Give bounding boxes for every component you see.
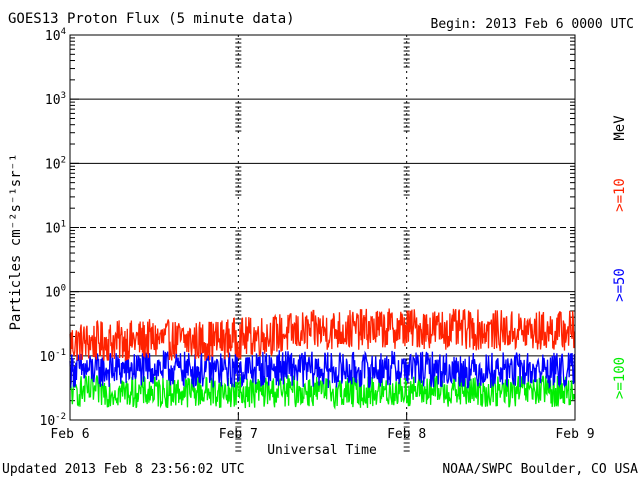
begin-label: Begin: 2013 Feb 6 0000 UTC [431, 17, 635, 32]
x-axis-label: Universal Time [267, 443, 377, 458]
legend-series-ge100: >=100 [612, 357, 628, 399]
series-line-ge50 [69, 350, 576, 390]
y-tick-label: 10-2 [40, 412, 67, 429]
y-tick-label: 103 [45, 91, 66, 108]
x-tick-label: Feb 9 [555, 427, 594, 442]
updated-label: Updated 2013 Feb 8 23:56:02 UTC [2, 462, 245, 477]
grid-layer [69, 34, 576, 452]
plot-frame [69, 34, 576, 421]
x-tick-label: Feb 6 [50, 427, 89, 442]
series-layer [69, 308, 576, 410]
y-axis-label: Particles cm⁻²s⁻¹sr⁻¹ [8, 153, 24, 330]
legend-series-ge10: >=10 [612, 178, 628, 212]
chart-title: GOES13 Proton Flux (5 minute data) [8, 11, 295, 27]
y-tick-label: 101 [45, 220, 66, 237]
y-tick-label: 102 [45, 155, 66, 172]
x-tick-label: Feb 7 [219, 427, 258, 442]
y-tick-label: 10-1 [40, 348, 67, 365]
x-tick-label: Feb 8 [387, 427, 426, 442]
series-line-ge10 [69, 308, 576, 361]
credit-label: NOAA/SWPC Boulder, CO USA [442, 462, 638, 477]
legend-series-ge50: >=50 [612, 268, 628, 302]
y-tick-label: 104 [45, 27, 66, 44]
legend-unit-mev: MeV [612, 115, 628, 141]
y-tick-label: 100 [45, 284, 66, 301]
